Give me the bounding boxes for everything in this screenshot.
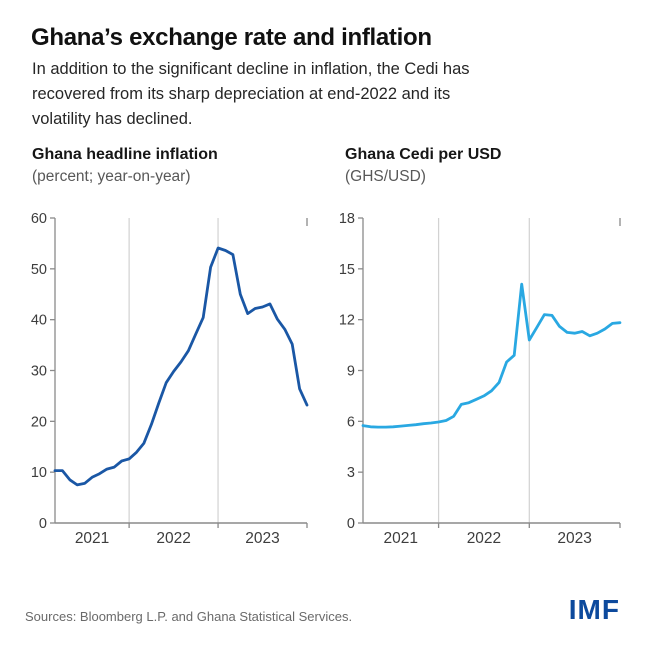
y-tick-label: 0 bbox=[347, 516, 355, 532]
imf-logo: IMF bbox=[568, 594, 620, 625]
y-tick-label: 0 bbox=[39, 516, 47, 532]
x-tick-label: 2022 bbox=[467, 530, 501, 547]
x-tick-label: 2023 bbox=[557, 530, 591, 547]
y-tick-label: 3 bbox=[347, 465, 355, 481]
y-tick-label: 9 bbox=[347, 364, 355, 380]
x-tick-label: 2021 bbox=[384, 530, 418, 547]
y-tick-label: 20 bbox=[31, 414, 47, 430]
x-tick-label: 2023 bbox=[245, 530, 279, 547]
y-tick-label: 15 bbox=[339, 262, 355, 278]
y-tick-label: 50 bbox=[31, 262, 47, 278]
left-chart-title: Ghana headline inflation bbox=[32, 146, 218, 163]
page-title: Ghana’s exchange rate and inflation bbox=[31, 24, 432, 51]
y-tick-label: 10 bbox=[31, 465, 47, 481]
y-tick-label: 60 bbox=[31, 211, 47, 227]
y-tick-label: 12 bbox=[339, 313, 355, 329]
page-subtitle-line: volatility has declined. bbox=[32, 110, 193, 128]
x-tick-label: 2021 bbox=[75, 530, 109, 547]
y-tick-label: 40 bbox=[31, 313, 47, 329]
y-tick-label: 18 bbox=[339, 211, 355, 227]
page-subtitle: In addition to the significant decline i… bbox=[32, 57, 470, 132]
right-chart-title: Ghana Cedi per USD bbox=[345, 146, 502, 163]
inflation-line bbox=[53, 246, 309, 487]
y-tick-label: 6 bbox=[347, 414, 355, 430]
page-subtitle-line: recovered from its sharp depreciation at… bbox=[32, 85, 451, 103]
right-chart-header: Ghana Cedi per USD (GHS/USD) bbox=[345, 146, 501, 186]
left-chart-unit: (percent; year-on-year) bbox=[32, 168, 191, 186]
cedi-per-usd-line bbox=[361, 282, 622, 429]
left-chart-header: Ghana headline inflation (percent; year-… bbox=[32, 146, 218, 186]
right-chart-unit: (GHS/USD) bbox=[345, 168, 426, 186]
page-subtitle-line: In addition to the significant decline i… bbox=[32, 60, 470, 78]
x-tick-label: 2022 bbox=[156, 530, 190, 547]
y-tick-label: 30 bbox=[31, 364, 47, 380]
source-note: Sources: Bloomberg L.P. and Ghana Statis… bbox=[25, 609, 353, 624]
